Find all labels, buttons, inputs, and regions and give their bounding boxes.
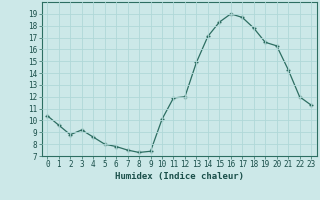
X-axis label: Humidex (Indice chaleur): Humidex (Indice chaleur) bbox=[115, 172, 244, 181]
